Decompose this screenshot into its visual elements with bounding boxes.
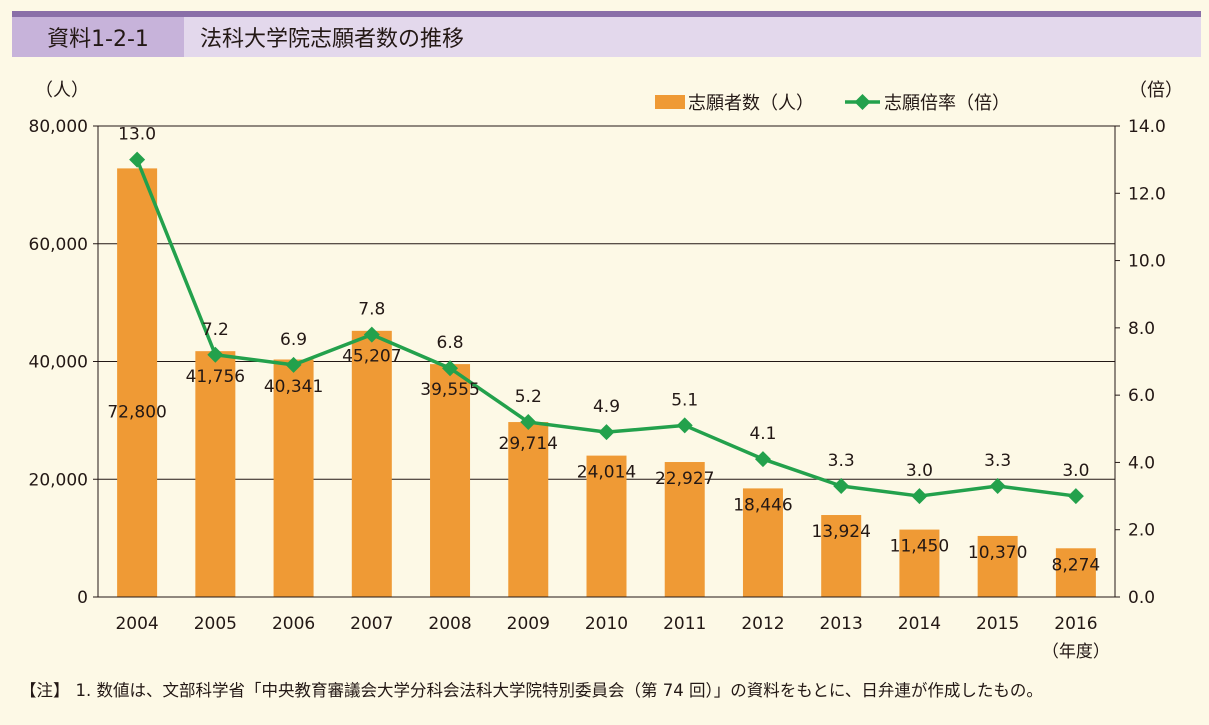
rate-label: 3.0 bbox=[1062, 461, 1089, 481]
rate-marker bbox=[1067, 488, 1084, 505]
count-label: 10,370 bbox=[968, 543, 1027, 563]
y-right-tick-label: 14.0 bbox=[1128, 117, 1166, 137]
header-top-rule bbox=[12, 11, 1201, 17]
count-label: 8,274 bbox=[1052, 555, 1101, 575]
count-label: 24,014 bbox=[577, 463, 636, 483]
bar bbox=[273, 359, 314, 597]
gridlines bbox=[98, 243, 1115, 480]
rate-marker bbox=[520, 414, 537, 431]
bar-series bbox=[117, 168, 1096, 597]
count-label: 22,927 bbox=[655, 469, 714, 489]
bar bbox=[821, 515, 862, 597]
bar bbox=[664, 462, 705, 597]
rate-marker bbox=[989, 477, 1006, 494]
rate-marker bbox=[833, 477, 850, 494]
x-tick-label: 2016 bbox=[1054, 614, 1097, 634]
y-right-tick-label: 4.0 bbox=[1128, 453, 1155, 473]
bar bbox=[586, 455, 627, 597]
legend-bar-swatch bbox=[655, 95, 685, 109]
count-label: 72,800 bbox=[107, 403, 166, 423]
rate-marker bbox=[207, 346, 224, 363]
rate-label: 3.3 bbox=[828, 451, 855, 471]
chart-area: 0 20,000 40,000 60,000 80,000 0.0 2.0 4.0 6.0 8.0… bbox=[29, 80, 1183, 662]
x-tick-label: 2010 bbox=[585, 614, 628, 634]
count-label: 18,446 bbox=[733, 495, 792, 515]
rate-marker bbox=[129, 151, 146, 168]
y-left-tick-label: 40,000 bbox=[29, 353, 88, 373]
bar bbox=[742, 488, 783, 597]
rate-label: 3.3 bbox=[984, 451, 1011, 471]
rate-marker bbox=[911, 488, 928, 505]
bar bbox=[351, 330, 392, 597]
line-series bbox=[129, 151, 1084, 505]
rate-marker bbox=[754, 451, 771, 468]
axes: 0 20,000 40,000 60,000 80,000 0.0 2.0 4.0 6.0 8.0… bbox=[29, 80, 1183, 662]
rate-label: 4.1 bbox=[749, 424, 776, 444]
y-left-unit: （人） bbox=[35, 80, 89, 101]
bar bbox=[430, 364, 471, 597]
figure-title: 法科大学院志願者数の推移 bbox=[200, 27, 465, 52]
x-tick-label: 2012 bbox=[741, 614, 784, 634]
rate-label: 5.1 bbox=[671, 390, 698, 410]
rate-label: 7.2 bbox=[202, 320, 229, 340]
rate-label: 5.2 bbox=[515, 387, 542, 407]
y-right-tick-label: 6.0 bbox=[1128, 386, 1155, 406]
figure-header: 資料1-2-1 法科大学院志願者数の推移 bbox=[12, 17, 1201, 57]
legend: 志願者数（人） 志願倍率（倍） bbox=[655, 93, 1010, 114]
y-left-tick-label: 60,000 bbox=[29, 235, 88, 255]
rate-label: 6.9 bbox=[280, 330, 307, 350]
count-label: 41,756 bbox=[186, 367, 245, 387]
legend-line-label: 志願倍率（倍） bbox=[884, 93, 1010, 114]
x-tick-label: 2004 bbox=[115, 614, 158, 634]
y-right-tick-label: 8.0 bbox=[1128, 319, 1155, 339]
bar bbox=[899, 529, 940, 597]
rate-label: 7.8 bbox=[358, 300, 385, 320]
x-tick-label: 2015 bbox=[976, 614, 1019, 634]
rate-marker bbox=[285, 356, 302, 373]
rate-marker bbox=[676, 417, 693, 434]
y-right-unit: （倍） bbox=[1129, 80, 1183, 101]
x-tick-label: 2008 bbox=[428, 614, 471, 634]
x-tick-label: 2011 bbox=[663, 614, 706, 634]
x-tick-label: 2006 bbox=[272, 614, 315, 634]
count-label: 40,341 bbox=[264, 377, 323, 397]
legend-line-marker bbox=[854, 94, 871, 110]
rate-label: 3.0 bbox=[906, 461, 933, 481]
y-left-tick-label: 0 bbox=[77, 588, 88, 608]
rate-label: 6.8 bbox=[437, 333, 464, 353]
y-left-tick-label: 80,000 bbox=[29, 117, 88, 137]
y-right-tick-label: 0.0 bbox=[1128, 588, 1155, 608]
count-label: 11,450 bbox=[890, 537, 949, 557]
x-tick-label: 2007 bbox=[350, 614, 393, 634]
y-right-tick-label: 10.0 bbox=[1128, 252, 1166, 272]
figure-number: 資料1-2-1 bbox=[12, 17, 184, 57]
x-tick-label: 2013 bbox=[820, 614, 863, 634]
y-left-tick-label: 20,000 bbox=[29, 470, 88, 490]
rate-label: 4.9 bbox=[593, 397, 620, 417]
bar bbox=[117, 168, 158, 597]
rate-label: 13.0 bbox=[118, 125, 156, 145]
footnote-prefix: 【注】 bbox=[20, 681, 70, 700]
data-labels: 13.0 7.2 6.9 7.8 6.8 5.2 4.9 5.1 4.1 3.3 3.0 3.3 3.0… bbox=[107, 125, 1100, 576]
y-right-tick-label: 2.0 bbox=[1128, 521, 1155, 541]
rate-marker bbox=[598, 424, 615, 441]
bar bbox=[1055, 548, 1096, 597]
x-tick-label: 2009 bbox=[507, 614, 550, 634]
bar bbox=[977, 535, 1018, 597]
legend-bar-label: 志願者数（人） bbox=[688, 93, 814, 114]
footnote-text: 1. 数値は、文部科学省「中央教育審議会大学分科会法科大学院特別委員会（第 74… bbox=[75, 681, 1043, 700]
count-label: 13,924 bbox=[811, 522, 870, 542]
bar bbox=[195, 351, 236, 597]
y-right-tick-label: 12.0 bbox=[1128, 184, 1166, 204]
bar bbox=[508, 422, 549, 597]
x-unit: （年度） bbox=[1042, 642, 1110, 662]
count-label: 45,207 bbox=[342, 347, 401, 367]
x-tick-label: 2005 bbox=[194, 614, 237, 634]
x-tick-label: 2014 bbox=[898, 614, 941, 634]
count-label: 39,555 bbox=[420, 380, 479, 400]
count-label: 29,714 bbox=[499, 434, 558, 454]
rate-marker bbox=[363, 326, 380, 343]
footnote: 【注】 1. 数値は、文部科学省「中央教育審議会大学分科会法科大学院特別委員会（第… bbox=[20, 680, 1195, 702]
rate-marker bbox=[442, 360, 459, 377]
